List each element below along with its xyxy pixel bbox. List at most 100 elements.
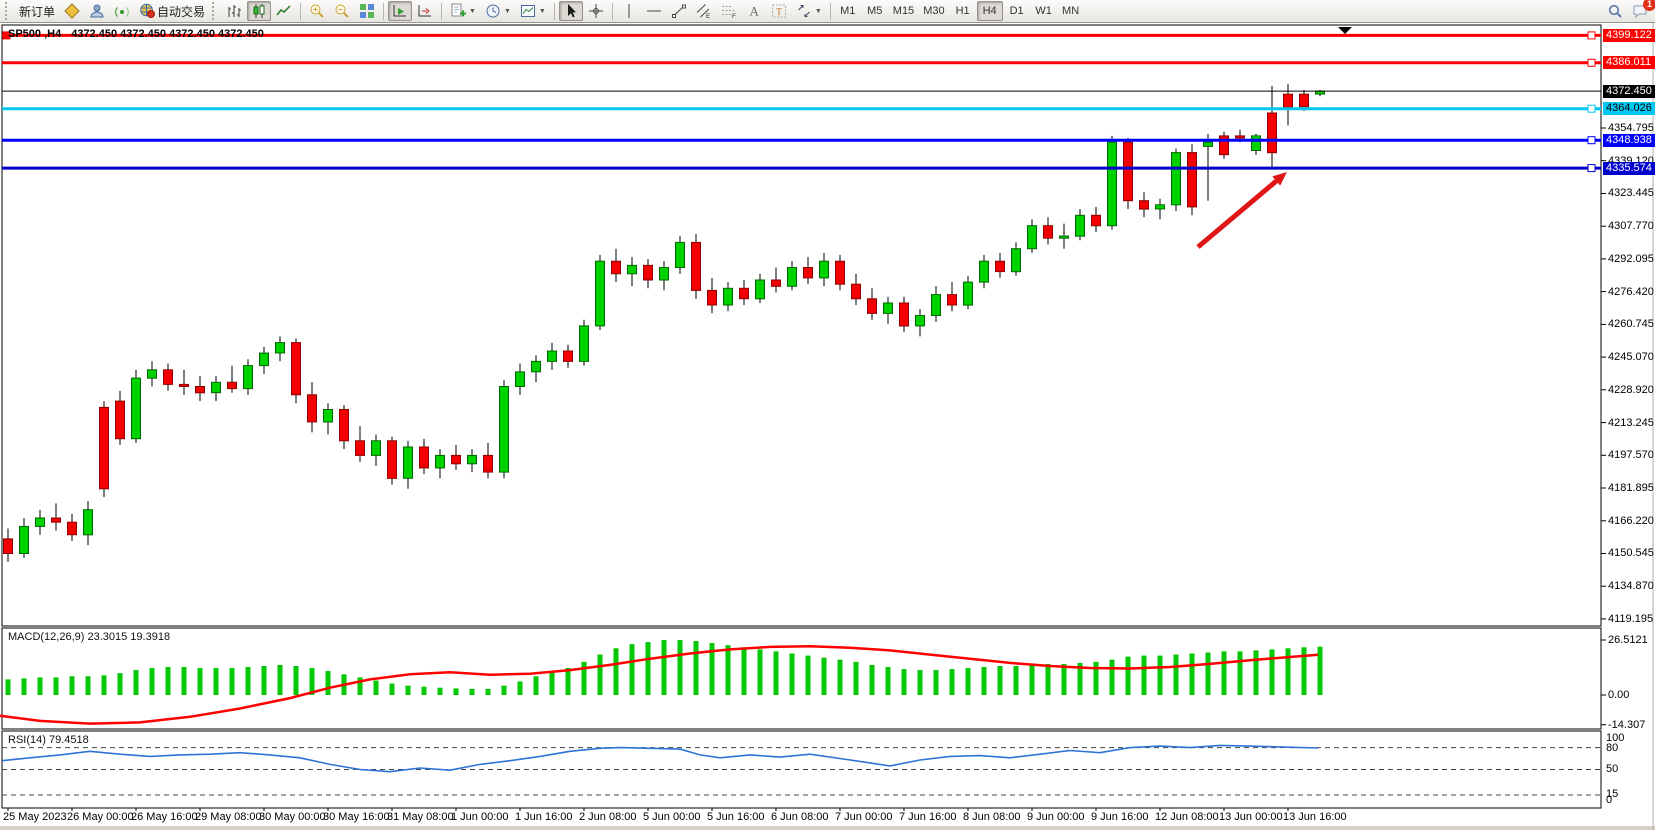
hline-icon bbox=[646, 10, 661, 12]
chart-shift-button[interactable] bbox=[413, 1, 437, 21]
trendline-button[interactable] bbox=[667, 1, 691, 21]
chevron-down-icon: ▼ bbox=[469, 7, 476, 15]
linechart-icon bbox=[276, 5, 291, 16]
svg-text:E: E bbox=[706, 13, 711, 19]
textT-icon: T bbox=[771, 4, 786, 18]
timeframe-m15-button[interactable]: M15 bbox=[892, 5, 915, 17]
macd-histogram bbox=[5, 640, 1323, 695]
horizontal-line-4386.011[interactable] bbox=[2, 58, 1601, 67]
line-handle[interactable] bbox=[1587, 136, 1596, 145]
candlestick-chart-button[interactable] bbox=[247, 1, 272, 21]
shift-icon bbox=[418, 5, 432, 17]
line-handle[interactable] bbox=[1587, 31, 1596, 40]
fibonacci-button[interactable]: F bbox=[717, 1, 741, 21]
indadd-icon bbox=[451, 3, 467, 17]
vertical-line-button[interactable] bbox=[617, 1, 641, 21]
chevron-down-icon: ▼ bbox=[503, 7, 511, 15]
toolbar-separator bbox=[441, 2, 443, 20]
crosshair-button[interactable] bbox=[584, 1, 608, 21]
autotrading-button[interactable]: 自动交易 bbox=[135, 1, 209, 21]
person-icon bbox=[90, 4, 104, 18]
zoomin-icon bbox=[310, 4, 324, 18]
notification-badge: 1 bbox=[1643, 0, 1655, 11]
horizontal-line-button[interactable] bbox=[642, 1, 666, 21]
timeframe-d1-button[interactable]: D1 bbox=[1009, 5, 1024, 17]
chevron-down-icon: ▼ bbox=[538, 7, 546, 15]
bars-icon bbox=[228, 5, 242, 17]
toolbar-separator bbox=[383, 2, 385, 20]
rsi-line bbox=[1, 744, 1319, 773]
timeframe-m30-button[interactable]: M30 bbox=[923, 5, 945, 17]
svg-text:F: F bbox=[732, 13, 736, 19]
timeframe-m1-button[interactable]: M1 bbox=[840, 5, 856, 17]
main-pane[interactable] bbox=[1, 24, 1602, 627]
line-handle[interactable] bbox=[1587, 164, 1596, 173]
timeframe-w1-button[interactable]: W1 bbox=[1035, 5, 1052, 17]
zoom-out-button[interactable] bbox=[330, 1, 354, 21]
community-button[interactable] bbox=[85, 1, 109, 21]
zoom-in-button[interactable] bbox=[305, 1, 329, 21]
time-axis-ticks bbox=[7, 808, 1289, 811]
line-handle[interactable] bbox=[1587, 58, 1596, 67]
new-order-button[interactable]: 新订单 bbox=[15, 1, 59, 21]
news-button[interactable] bbox=[110, 1, 134, 21]
horizontal-line-4348.938[interactable] bbox=[2, 136, 1601, 145]
vline-icon bbox=[628, 4, 630, 18]
textA-icon: A bbox=[749, 4, 759, 19]
periods-button[interactable]: ▼ bbox=[481, 1, 515, 21]
toolbar-separator bbox=[611, 2, 613, 20]
bar-chart-button[interactable] bbox=[222, 1, 246, 21]
template-icon bbox=[520, 5, 535, 17]
search-icon bbox=[1608, 4, 1622, 18]
templates-button[interactable]: ▼ bbox=[516, 1, 550, 21]
horizontal-line-4335.574[interactable] bbox=[2, 164, 1601, 173]
toolbar-separator bbox=[553, 2, 555, 20]
trend-icon bbox=[671, 4, 686, 18]
chart-end-marker-icon bbox=[1338, 27, 1352, 34]
notifications-button[interactable]: 1 bbox=[1628, 0, 1655, 21]
autotrading-button-label: 自动交易 bbox=[157, 4, 206, 19]
text-button[interactable]: A bbox=[742, 1, 766, 21]
fibo-icon: F bbox=[721, 6, 736, 19]
toolbar-grip bbox=[212, 2, 217, 20]
toolbar-separator bbox=[300, 2, 302, 20]
trend-arrow-annotation[interactable] bbox=[1196, 172, 1287, 249]
timeframe-m5-button[interactable]: M5 bbox=[867, 5, 883, 17]
cursor-icon bbox=[567, 4, 576, 18]
window-bottom-strip bbox=[0, 826, 1655, 830]
timeframe-h1-button[interactable]: H1 bbox=[955, 5, 970, 17]
timeframe-h4-button[interactable]: H4 bbox=[976, 1, 1003, 21]
equidistant-channel-button[interactable]: E bbox=[692, 1, 716, 21]
crosshair-icon bbox=[588, 4, 603, 18]
line-handle[interactable] bbox=[2, 31, 11, 40]
channel-icon: E bbox=[696, 4, 711, 19]
tile-windows-button[interactable] bbox=[355, 1, 379, 21]
svg-text:T: T bbox=[776, 7, 782, 18]
macd-pane[interactable] bbox=[1, 627, 1602, 730]
marketwatch-button[interactable] bbox=[60, 1, 84, 21]
timeframe-mn-button[interactable]: MN bbox=[1062, 5, 1080, 17]
line-handle[interactable] bbox=[1587, 104, 1596, 113]
auto-scroll-button[interactable] bbox=[388, 1, 413, 21]
text-label-button[interactable]: T bbox=[767, 1, 791, 21]
axis-tick-marks bbox=[1601, 127, 1606, 726]
clock-icon bbox=[486, 4, 500, 18]
search-button[interactable] bbox=[1603, 1, 1627, 21]
chevron-down-icon: ▼ bbox=[814, 7, 822, 15]
macd-signal-line bbox=[0, 645, 1319, 725]
toolbar-grip bbox=[5, 2, 10, 20]
candlestick-series bbox=[3, 83, 1325, 562]
horizontal-line-4364.026[interactable] bbox=[2, 104, 1601, 113]
arrows-button[interactable]: ▼ bbox=[792, 1, 826, 21]
diamond-icon bbox=[64, 3, 80, 19]
indicators-button[interactable]: ▼ bbox=[446, 1, 480, 21]
line-chart-button[interactable] bbox=[272, 1, 296, 21]
cursor-button[interactable] bbox=[558, 1, 583, 21]
candles-icon bbox=[253, 4, 265, 18]
arrows-icon bbox=[797, 5, 810, 17]
toolbar-separator bbox=[829, 2, 831, 20]
horizontal-line-4399.122[interactable] bbox=[2, 31, 1601, 40]
